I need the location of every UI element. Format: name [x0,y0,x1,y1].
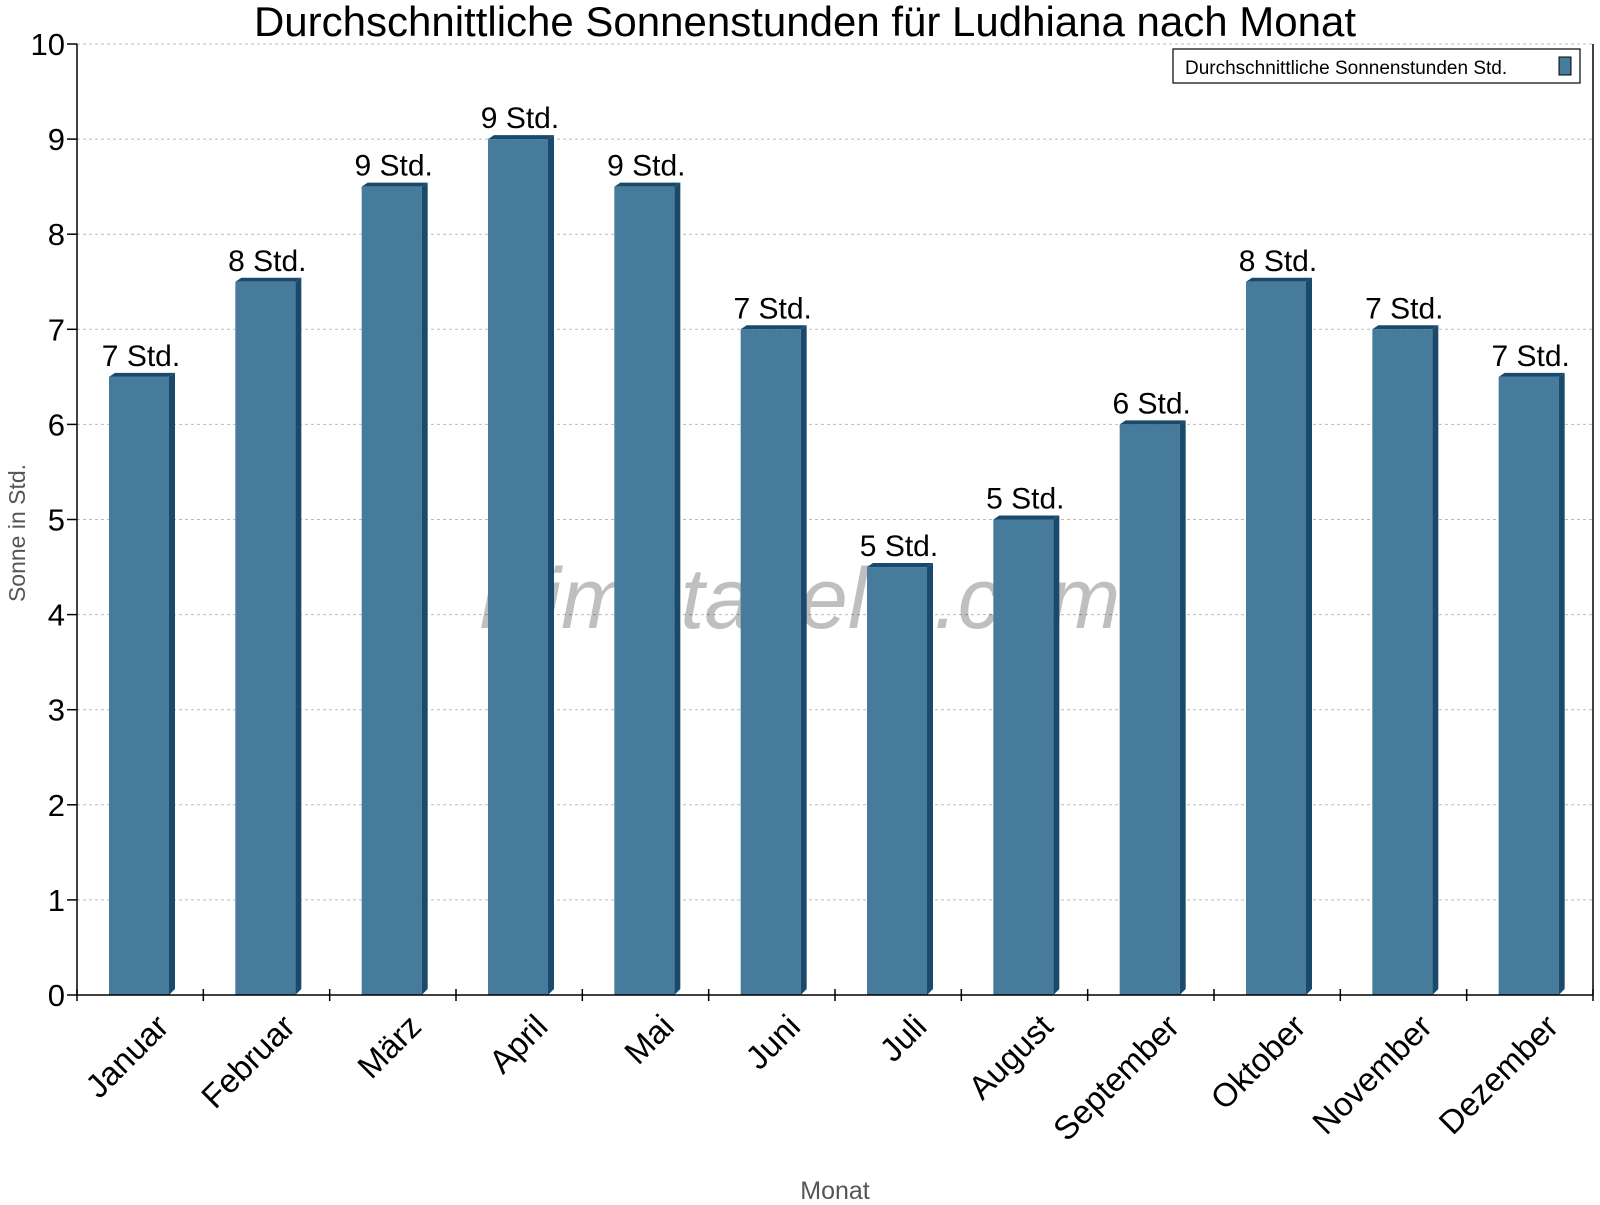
x-tick-label: November [1305,1007,1439,1141]
data-label: 7 Std. [733,292,811,325]
x-tick-label: Mai [617,1007,681,1071]
data-label: 5 Std. [986,483,1064,516]
x-tick-label: Dezember [1431,1007,1565,1141]
x-tick-label: August [961,1007,1060,1106]
y-tick-label: 9 [48,122,65,157]
y-tick-label: 0 [48,978,65,1013]
y-tick-label: 4 [48,598,65,633]
x-tick-label: Oktober [1203,1007,1312,1116]
x-tick-label: Juli [872,1007,933,1068]
data-label: 8 Std. [1239,245,1317,278]
y-tick-label: 8 [48,217,65,252]
bar-side [800,325,807,995]
data-label: 6 Std. [1112,387,1190,420]
bar-top [867,563,933,568]
data-label: 8 Std. [228,245,306,278]
bar-side [1306,277,1312,995]
bar [1498,376,1559,996]
chart-title: Durchschnittliche Sonnenstunden für Ludh… [254,0,1356,45]
legend-box [1172,48,1581,84]
x-tick-label: Januar [78,1007,176,1105]
bar [867,567,927,995]
bar-side [927,563,933,995]
bar-top [1498,372,1565,377]
data-label: 7 Std. [1365,292,1443,325]
y-axis-label: Sonne in Std. [4,464,30,602]
bars: 7 Std. 8 Std. 9 Std. 9 Std. 9 Std. 7 Std. 5 St… [102,102,1570,996]
gridlines [77,43,1593,901]
x-tick-label: März [350,1007,428,1085]
bar [488,139,548,996]
data-label: 9 Std. [354,150,432,183]
bar [740,329,801,995]
data-label: 5 Std. [860,530,938,563]
bar-top [993,515,1060,520]
bar-side [548,135,554,996]
bar-top [488,135,554,140]
bar-top [1119,420,1186,425]
y-tick-label: 7 [48,312,65,347]
legend-swatch [1558,56,1572,76]
x-tick-label: April [482,1007,555,1080]
bar-side [1432,325,1439,995]
y-tick-label: 10 [31,27,65,62]
bar [361,186,422,995]
bar [1246,281,1306,995]
y-tick-label: 2 [48,788,65,823]
bar-side [674,182,681,995]
bar-side [1179,420,1186,995]
bar [993,519,1054,995]
bar-top [614,182,681,187]
data-label: 7 Std. [1491,340,1569,373]
bar-top [109,372,175,377]
data-label: 7 Std. [102,340,180,373]
legend: Durchschnittliche Sonnenstunden Std. [1172,48,1581,84]
bar [1119,424,1180,995]
data-label: 9 Std. [481,102,559,135]
bar-top [1372,325,1439,330]
bar-side [421,182,428,995]
bar [235,281,296,995]
y-tick-label: 3 [48,693,65,728]
bar-side [1558,372,1565,996]
legend-label: Durchschnittliche Sonnenstunden Std. [1185,58,1507,79]
x-tick-label: September [1046,1007,1186,1147]
x-axis-label: Monat [800,1177,870,1200]
y-tick-label: 6 [48,407,65,442]
y-tick-label: 5 [48,503,65,538]
bar [109,376,169,996]
x-tick-label: Februar [194,1007,302,1115]
data-label: 9 Std. [607,150,685,183]
bar-top [235,277,302,282]
bar-side [295,277,302,995]
bar-top [1246,277,1312,282]
x-tick-label: Juni [738,1007,807,1076]
bar-top [740,325,807,330]
bar-side [169,372,175,996]
y-tick-label: 1 [48,883,65,918]
bar [1372,329,1433,995]
bar-side [1053,515,1060,995]
bar [614,186,675,995]
bar-top [361,182,428,187]
